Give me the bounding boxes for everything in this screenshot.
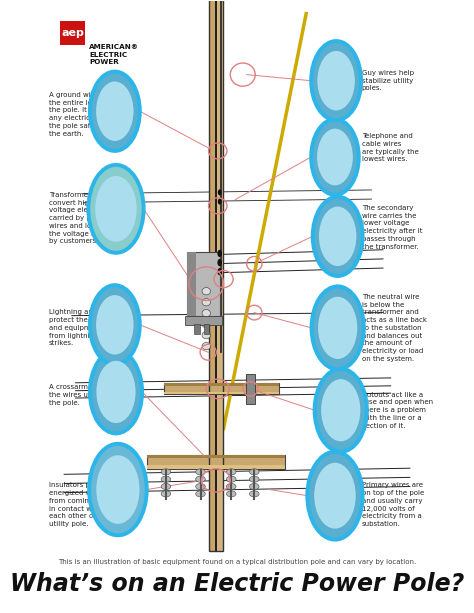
Circle shape (89, 444, 147, 535)
Bar (217, 0, 223, 550)
Bar (215, 0, 217, 550)
Text: AMERICAN®
ELECTRIC
POWER: AMERICAN® ELECTRIC POWER (89, 44, 139, 65)
Text: A ground wire runs
the entire length of
the pole. It directs
any electricity on
: A ground wire runs the entire length of … (49, 92, 117, 137)
Text: Guy wires help
stabilize utility
poles.: Guy wires help stabilize utility poles. (362, 70, 414, 91)
Ellipse shape (227, 469, 236, 475)
Bar (147, 465, 285, 469)
Circle shape (311, 119, 359, 195)
Bar (164, 383, 279, 386)
Ellipse shape (249, 491, 259, 497)
Circle shape (318, 51, 355, 110)
Circle shape (96, 455, 139, 524)
Ellipse shape (161, 476, 171, 482)
Bar (187, 251, 220, 316)
Ellipse shape (202, 343, 210, 350)
Bar (185, 316, 222, 325)
Circle shape (307, 452, 363, 539)
Ellipse shape (202, 310, 210, 317)
Circle shape (96, 295, 134, 354)
Circle shape (321, 379, 360, 441)
Ellipse shape (196, 484, 205, 490)
Ellipse shape (202, 299, 210, 306)
Bar (187, 251, 196, 316)
Text: This is an illustration of basic equipment found on a typical distribution pole : This is an illustration of basic equipme… (58, 558, 416, 565)
Ellipse shape (249, 469, 259, 475)
Bar (147, 455, 285, 469)
Bar (194, 324, 200, 334)
Circle shape (315, 369, 367, 452)
Bar (209, 0, 223, 550)
Text: Transformers
convert higher
voltage electricity
carried by primary
wires and low: Transformers convert higher voltage elec… (49, 192, 115, 244)
Circle shape (318, 297, 357, 359)
Ellipse shape (202, 332, 210, 339)
Circle shape (218, 189, 222, 196)
Text: Lightning arrestors
protect the pole
and equipment
from lightning
strikes.: Lightning arrestors protect the pole and… (49, 310, 115, 346)
Circle shape (90, 72, 140, 151)
Circle shape (313, 197, 363, 276)
Text: A crossarm holds
the wires up on
the pole.: A crossarm holds the wires up on the pol… (49, 384, 109, 406)
Ellipse shape (249, 484, 259, 490)
Ellipse shape (227, 484, 236, 490)
Bar (164, 392, 279, 394)
Ellipse shape (161, 469, 171, 475)
Bar (60, 21, 85, 45)
Bar (209, 0, 215, 550)
Text: The secondary
wire carries the
lower voltage
electricity after it
passes through: The secondary wire carries the lower vol… (362, 205, 422, 249)
Circle shape (218, 249, 222, 257)
Circle shape (317, 129, 353, 185)
Circle shape (90, 285, 140, 365)
Text: aep: aep (61, 28, 84, 38)
Text: Telephone and
cable wires
are typically the
lowest wires.: Telephone and cable wires are typically … (362, 133, 419, 162)
Circle shape (96, 361, 136, 423)
Text: Cutouts act like a
fuse and open when
there is a problem
with the line or a
sect: Cutouts act like a fuse and open when th… (362, 392, 433, 428)
Bar (164, 383, 279, 394)
Ellipse shape (202, 321, 210, 328)
Ellipse shape (161, 484, 171, 490)
Circle shape (319, 207, 356, 266)
Circle shape (90, 351, 142, 433)
Bar (246, 374, 255, 404)
Circle shape (314, 463, 356, 528)
Circle shape (218, 268, 222, 275)
Circle shape (95, 176, 137, 242)
Ellipse shape (196, 491, 205, 497)
Circle shape (96, 82, 134, 141)
Circle shape (88, 165, 144, 253)
Circle shape (311, 41, 361, 120)
Ellipse shape (227, 491, 236, 497)
Ellipse shape (196, 469, 205, 475)
Circle shape (218, 259, 222, 266)
Text: What’s on an Electric Power Pole?: What’s on an Electric Power Pole? (10, 572, 464, 596)
Bar (204, 324, 210, 334)
Ellipse shape (249, 476, 259, 482)
Text: The neutral wire
is below the
transformer and
acts as a line back
to the substat: The neutral wire is below the transforme… (362, 294, 427, 362)
Bar (147, 455, 285, 458)
Ellipse shape (227, 476, 236, 482)
Text: Primary wires are
on top of the pole
and usually carry
12,000 volts of
electrici: Primary wires are on top of the pole and… (362, 482, 424, 527)
Circle shape (311, 286, 364, 370)
Text: Insulators prevent
energized wires
from coming
in contact with
each other or the: Insulators prevent energized wires from … (49, 482, 112, 527)
Circle shape (218, 199, 222, 205)
Ellipse shape (161, 491, 171, 497)
Ellipse shape (202, 287, 210, 295)
Ellipse shape (196, 476, 205, 482)
